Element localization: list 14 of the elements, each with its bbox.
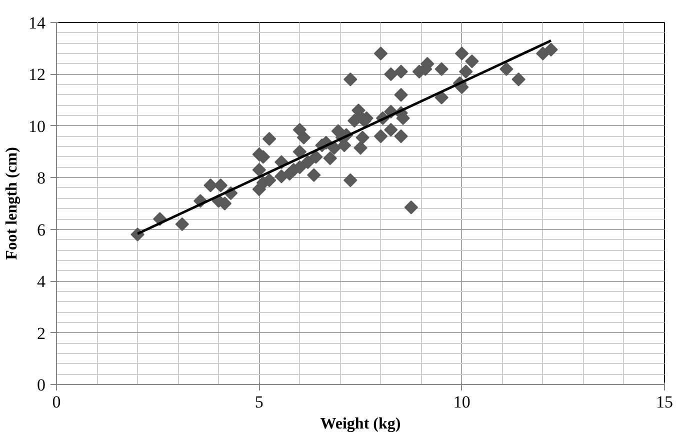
y-tick-label: 14: [28, 14, 46, 32]
x-tick-label: 5: [254, 392, 264, 412]
y-tick-label: 4: [37, 272, 46, 292]
x-axis-title: Weight (kg): [320, 416, 401, 432]
x-tick-label: 0: [52, 392, 61, 412]
y-axis-title: Foot length (cm): [4, 147, 20, 260]
y-tick-label: 10: [28, 116, 46, 136]
y-tick-label: 8: [37, 168, 46, 188]
y-tick-label: 2: [37, 324, 46, 343]
y-tick-label: 0: [37, 376, 46, 394]
x-tick-label: 15: [656, 392, 673, 412]
y-tick-label: 12: [28, 65, 46, 84]
y-tick-label: 6: [37, 220, 46, 240]
x-tick-label: 10: [453, 392, 470, 412]
